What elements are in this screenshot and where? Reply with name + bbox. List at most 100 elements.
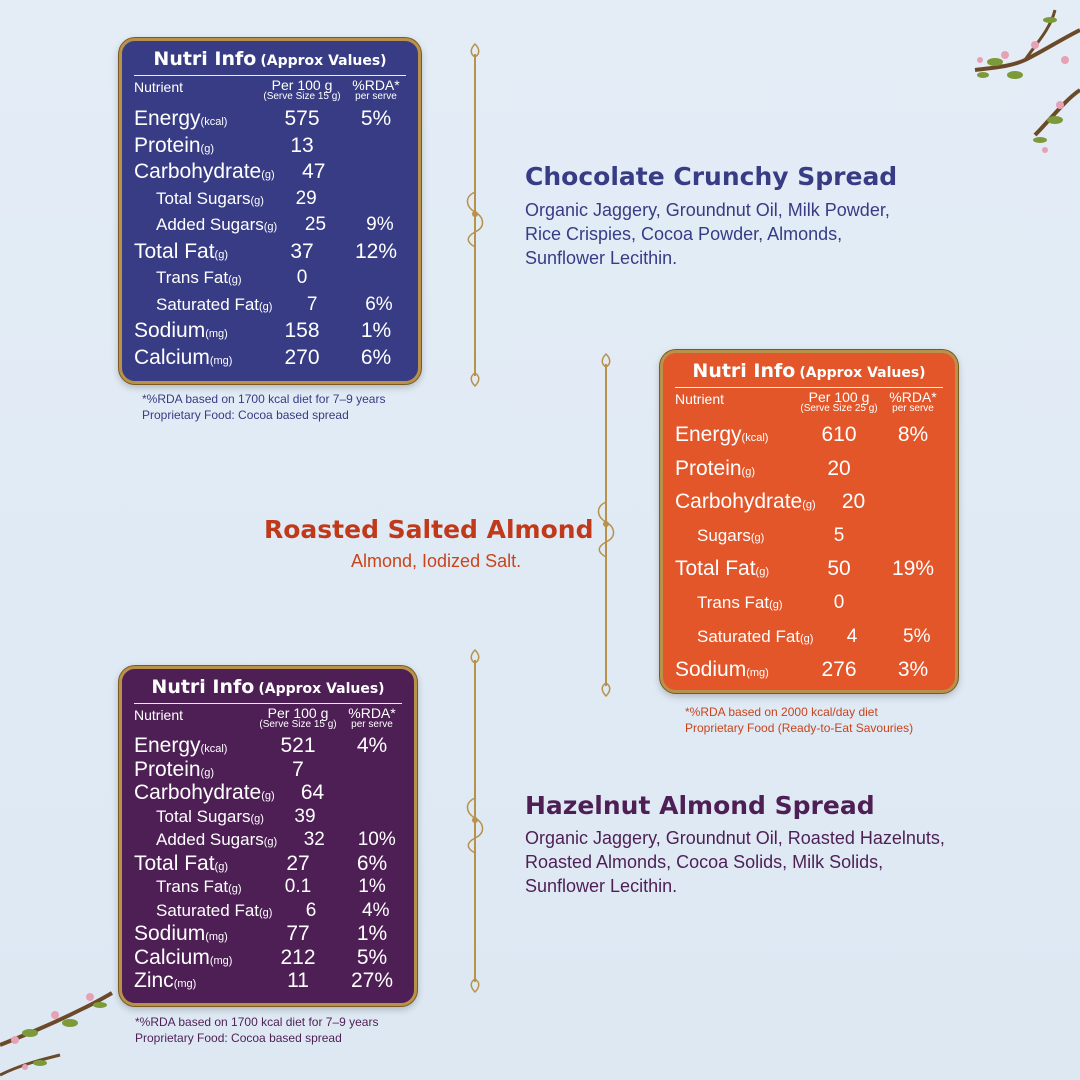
footnote-hazelnut: *%RDA based on 1700 kcal diet for 7–9 ye…: [135, 1014, 378, 1046]
nutrient-value: 7: [306, 293, 318, 315]
nutrient-unit: (g): [214, 860, 228, 873]
nutrient-row: Sodium(mg) 158 1%: [134, 318, 406, 345]
nutri-panel-roasted-almond: Nutri Info (Approx Values) Nutrient Per 100…: [660, 350, 958, 693]
footnote-line: *%RDA based on 1700 kcal diet for 7–9 ye…: [142, 392, 386, 406]
nutrient-unit: (kcal): [741, 432, 769, 444]
nutrient-rda: 1%: [356, 922, 388, 945]
nutrient-name: Total Sugars(g): [156, 806, 264, 826]
branch-blossom-icon: [974, 9, 1080, 153]
nutrient-name: Trans Fat(g): [156, 877, 242, 896]
col-per-100g: Per 100 g (Serve Size 15 g): [254, 706, 342, 730]
nutrient-rda: 6%: [365, 293, 393, 315]
nutrient-unit: (mg): [205, 328, 228, 340]
nutrient-value: 0: [296, 267, 308, 288]
nutrient-value: 0: [833, 591, 845, 613]
nutrient-name: Zinc(mg): [134, 969, 197, 992]
nutrient-row: Protein(g) 20: [675, 452, 943, 486]
nutrient-row: Sodium(mg) 276 3%: [675, 653, 943, 687]
nutrient-rda: 5%: [360, 107, 392, 130]
nutrient-unit: (g): [259, 906, 273, 919]
nutrient-value: 39: [294, 805, 316, 827]
nutrient-row: Total Sugars(g) 39: [134, 805, 402, 829]
nutri-panel-chocolate: Nutri Info (Approx Values) Nutrient Per 100…: [119, 38, 421, 384]
col-rda: %RDA* per serve: [342, 706, 402, 730]
nutrient-value: 37: [290, 239, 314, 263]
nutrient-unit: (mg): [205, 931, 228, 943]
nutrient-unit: (g): [741, 465, 755, 478]
panel-header: Nutrient Per 100 g (Serve Size 15 g) %RDA* p…: [134, 706, 402, 730]
nutrient-value: 27: [286, 851, 310, 875]
nutrient-row: Energy(kcal) 575 5%: [134, 106, 406, 133]
ingredients-line: Sunflower Lecithin.: [525, 248, 678, 268]
nutrient-row: Total Fat(g) 37 12%: [134, 239, 406, 266]
nutrient-value: 64: [300, 781, 325, 804]
nutrient-row: Trans Fat(g) 0.1 1%: [134, 875, 402, 899]
nutrient-unit: (g): [214, 248, 228, 261]
nutrient-rda: 3%: [897, 658, 929, 682]
nutrient-unit: (mg): [209, 354, 233, 367]
panel-subtitle: (Approx Values): [799, 365, 926, 381]
nutri-panel-hazelnut: Nutri Info (Approx Values) Nutrient Per 100…: [119, 666, 417, 1006]
nutrient-row: Zinc(mg) 11 27%: [134, 969, 402, 993]
nutrient-value: 29: [295, 187, 317, 209]
nutrient-name: Sodium(mg): [134, 922, 228, 945]
nutrient-rda: 8%: [897, 423, 929, 446]
product-name-roasted-almond: Roasted Salted Almond: [264, 515, 594, 544]
panel-divider: [134, 75, 406, 76]
nutrient-name: Protein(g): [675, 456, 755, 480]
product-name-chocolate: Chocolate Crunchy Spread: [525, 162, 898, 191]
panel-divider: [134, 703, 402, 704]
nutrient-name: Calcium(mg): [134, 945, 233, 969]
nutrient-unit: (g): [250, 194, 264, 207]
nutrient-unit: (g): [200, 766, 214, 779]
col-rda: %RDA* per serve: [883, 390, 943, 414]
nutrient-name: Sodium(mg): [675, 658, 769, 682]
ingredients-line: Organic Jaggery, Groundnut Oil, Milk Pow…: [525, 200, 890, 220]
nutrient-row: Carbohydrate(g) 20: [675, 485, 943, 519]
nutrient-rda: 12%: [354, 239, 398, 263]
nutrient-value: 6: [305, 899, 317, 921]
col-rda-sub: per serve: [351, 719, 393, 730]
nutrient-name: Energy(kcal): [134, 107, 228, 130]
nutrient-unit: (mg): [209, 954, 233, 967]
nutrient-row: Energy(kcal) 521 4%: [134, 734, 402, 758]
nutrient-rda: 10%: [357, 829, 396, 850]
panel-title-text: Nutri Info: [151, 676, 255, 698]
nutrient-rows: Energy(kcal) 521 4% Protein(g) 7 Carbohydrate…: [134, 734, 402, 993]
nutrient-rda: 1%: [358, 876, 386, 897]
panel-subtitle: (Approx Values): [260, 53, 387, 69]
nutrient-row: Total Fat(g) 27 6%: [134, 852, 402, 876]
nutrient-row: Total Sugars(g) 29: [134, 186, 406, 213]
panel-header: Nutrient Per 100 g (Serve Size 15 g) %RDA* p…: [134, 78, 406, 102]
panel-header: Nutrient Per 100 g (Serve Size 25 g) %RDA* p…: [675, 390, 943, 414]
nutrient-row: Protein(g) 7: [134, 758, 402, 782]
ingredients-line: Roasted Almonds, Cocoa Solids, Milk Soli…: [525, 852, 884, 872]
footnote-roasted-almond: *%RDA based on 2000 kcal/day diet Proprie…: [685, 704, 913, 736]
footnote-chocolate: *%RDA based on 1700 kcal diet for 7–9 ye…: [142, 391, 385, 423]
nutrient-value: 20: [841, 490, 866, 514]
ornamental-divider-icon: [597, 352, 615, 698]
nutrient-name: Protein(g): [134, 133, 214, 157]
nutrient-value: 575: [284, 107, 320, 130]
nutrient-row: Saturated Fat(g) 6 4%: [134, 899, 402, 923]
nutrient-value: 47: [302, 160, 326, 183]
col-nutrient: Nutrient: [134, 79, 184, 95]
nutrient-name: Energy(kcal): [675, 423, 769, 446]
ingredients-roasted-almond: Almond, Iodized Salt.: [351, 549, 521, 573]
nutrient-name: Added Sugars(g): [156, 215, 278, 234]
nutrient-value: 32: [303, 829, 325, 850]
nutrient-rda: 19%: [891, 557, 935, 581]
nutrient-unit: (g): [261, 169, 275, 181]
nutrient-unit: (g): [263, 836, 278, 848]
ingredients-line: Organic Jaggery, Groundnut Oil, Roasted …: [525, 828, 945, 848]
nutrient-value: 610: [821, 423, 857, 446]
nutrient-unit: (g): [200, 142, 214, 155]
nutrient-row: Saturated Fat(g) 7 6%: [134, 292, 406, 319]
nutrient-name: Carbohydrate(g): [134, 160, 275, 183]
panel-subtitle: (Approx Values): [258, 681, 385, 697]
nutrient-row: Trans Fat(g) 0: [675, 586, 943, 620]
ingredients-line: Sunflower Lecithin.: [525, 876, 678, 896]
ingredients-line: Almond, Iodized Salt.: [351, 551, 522, 571]
col-rda: %RDA* per serve: [346, 78, 406, 102]
nutrient-unit: (g): [755, 566, 769, 579]
